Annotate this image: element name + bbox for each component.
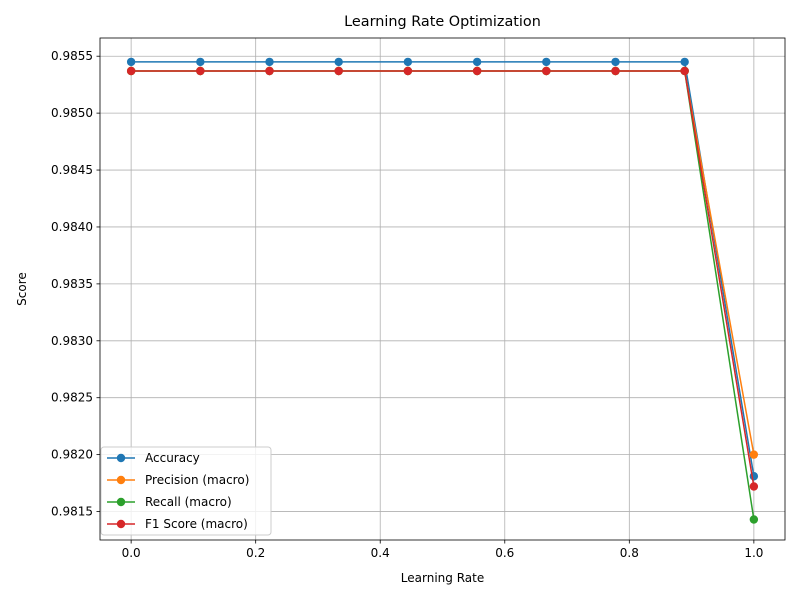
y-tick-label: 0.9830 — [51, 334, 93, 348]
legend: Accuracy Precision (macro) Recall (macro) F… — [100, 446, 272, 536]
y-tick-label: 0.9840 — [51, 220, 93, 234]
x-tick-label: 0.2 — [246, 546, 265, 560]
data-point — [265, 66, 274, 76]
data-point — [749, 515, 759, 524]
x-axis-ticks: 0.0 0.2 0.4 0.6 0.8 1.0 — [122, 540, 763, 560]
legend-swatch-marker — [116, 475, 126, 485]
y-tick-label: 0.9855 — [51, 49, 93, 63]
data-point — [126, 66, 136, 76]
y-tick-label: 0.9825 — [51, 391, 93, 405]
x-tick-label: 0.8 — [620, 546, 639, 560]
data-point — [749, 450, 759, 459]
y-tick-label: 0.9820 — [51, 448, 93, 462]
x-tick-label: 0.4 — [371, 546, 390, 560]
data-point — [542, 57, 551, 67]
data-point — [334, 66, 343, 76]
legend-label: Accuracy — [145, 451, 200, 465]
legend-item: Precision (macro) — [107, 473, 249, 487]
data-point — [680, 57, 689, 67]
legend-swatch-marker — [116, 519, 126, 529]
x-axis-label: Learning Rate — [401, 571, 484, 585]
data-point — [542, 66, 551, 76]
series-lines — [126, 57, 759, 524]
legend-label: F1 Score (macro) — [145, 517, 248, 531]
data-point — [472, 66, 482, 76]
data-point — [749, 482, 759, 491]
legend-item: F1 Score (macro) — [107, 517, 248, 531]
x-tick-label: 1.0 — [744, 546, 763, 560]
y-axis-ticks: 0.9815 0.9820 0.9825 0.9830 0.9835 0.9840 0.98… — [51, 49, 100, 519]
data-point — [126, 57, 136, 67]
y-tick-label: 0.9850 — [51, 106, 93, 120]
data-point — [403, 66, 413, 76]
data-point — [472, 57, 482, 67]
data-point — [611, 57, 620, 67]
data-point — [196, 66, 205, 76]
legend-item: Accuracy — [107, 451, 200, 465]
series-line — [131, 70, 755, 487]
data-point — [334, 57, 343, 67]
x-tick-label: 0.6 — [495, 546, 514, 560]
legend-label: Recall (macro) — [145, 495, 232, 509]
series-group — [126, 57, 759, 481]
y-tick-label: 0.9835 — [51, 277, 93, 291]
chart-title: Learning Rate Optimization — [344, 14, 541, 30]
plot-frame — [99, 37, 786, 541]
series-line — [131, 61, 755, 477]
data-point — [680, 66, 689, 76]
x-tick-label: 0.0 — [122, 546, 141, 560]
y-tick-label: 0.9845 — [51, 163, 93, 177]
series-group — [126, 66, 759, 491]
data-point — [403, 57, 413, 67]
data-point — [611, 66, 620, 76]
legend-swatch-marker — [116, 453, 126, 463]
legend-item: Recall (macro) — [107, 495, 232, 509]
y-tick-label: 0.9815 — [51, 505, 93, 519]
data-point — [196, 57, 205, 67]
legend-swatch-marker — [116, 497, 126, 507]
legend-label: Precision (macro) — [145, 473, 249, 487]
legend-box — [100, 446, 272, 536]
data-point — [265, 57, 274, 67]
y-axis-label: Score — [15, 272, 29, 306]
